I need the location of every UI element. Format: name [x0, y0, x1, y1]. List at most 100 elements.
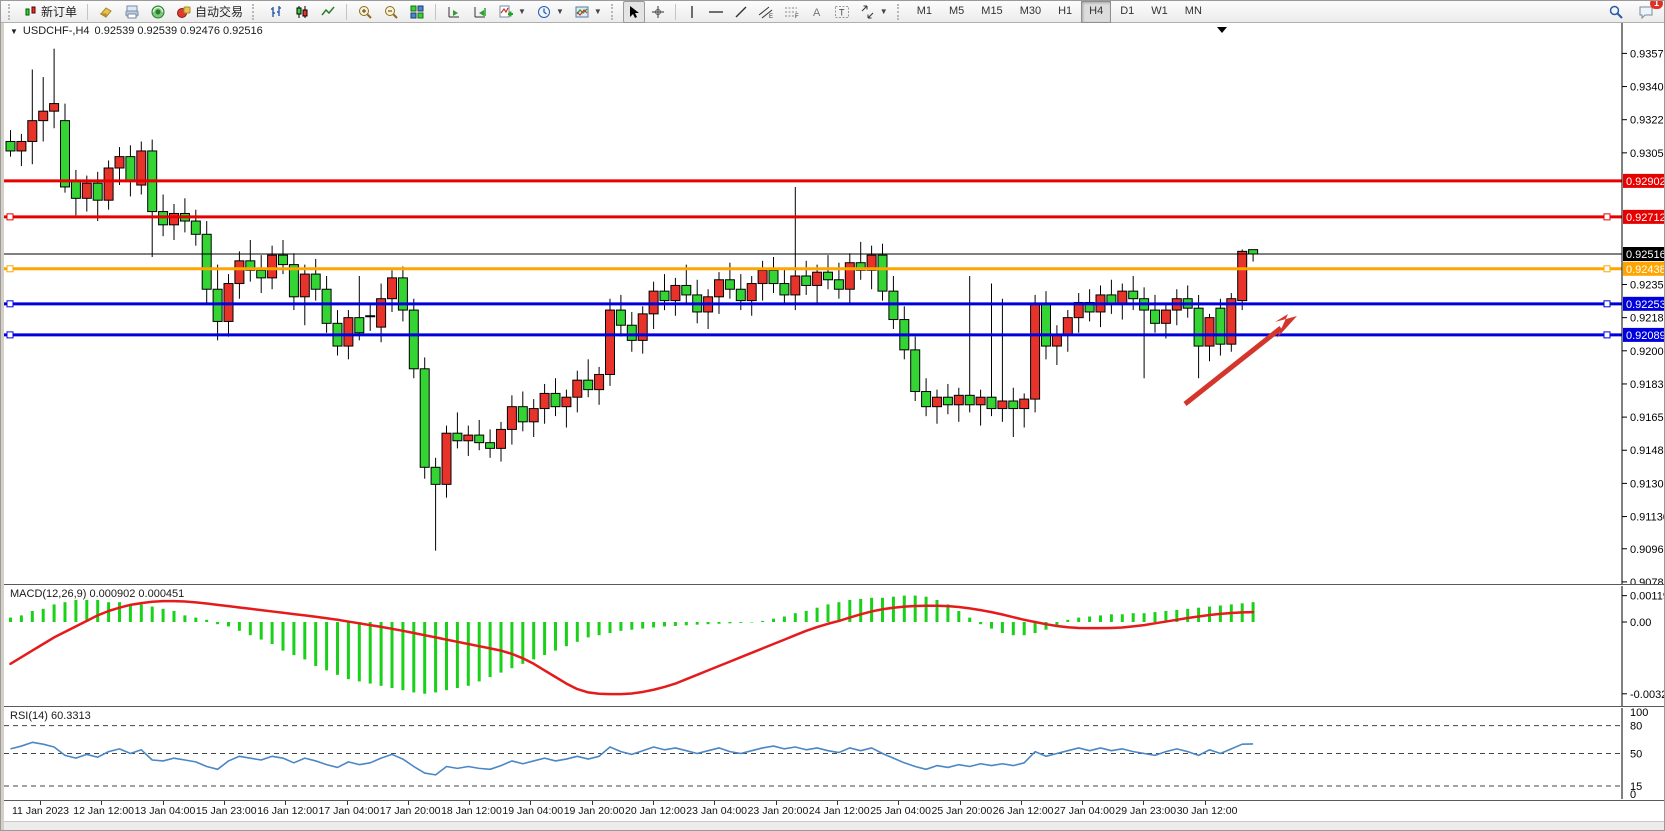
candle-body[interactable]: [354, 317, 365, 334]
candle-body[interactable]: [670, 284, 681, 302]
timeframe-button-mn[interactable]: MN: [1184, 4, 1202, 17]
candle-body[interactable]: [942, 396, 953, 406]
candle-body[interactable]: [49, 103, 60, 112]
candle-body[interactable]: [452, 432, 463, 442]
candle-body[interactable]: [1128, 290, 1139, 300]
candle-body[interactable]: [801, 275, 812, 286]
candle-body[interactable]: [528, 408, 539, 423]
candle-body[interactable]: [594, 373, 605, 391]
data-window-button[interactable]: [120, 1, 144, 23]
candle-body[interactable]: [1237, 250, 1248, 302]
candle-body[interactable]: [605, 309, 615, 375]
price-chart-panel[interactable]: ▼ USDCHF-,H4 0.92539 0.92539 0.92476 0.9…: [4, 23, 1665, 585]
candle-body[interactable]: [1041, 303, 1051, 347]
candle-body[interactable]: [60, 120, 70, 188]
candle-body[interactable]: [190, 220, 201, 235]
candle-body[interactable]: [964, 394, 975, 406]
line-anchor[interactable]: [6, 331, 14, 339]
market-watch-button[interactable]: [94, 1, 118, 23]
candle-body[interactable]: [517, 406, 528, 423]
toolbar-grip[interactable]: [252, 3, 259, 20]
candle-body[interactable]: [866, 254, 877, 271]
cursor-button[interactable]: [622, 1, 645, 23]
candle-body[interactable]: [1215, 307, 1226, 345]
candle-body[interactable]: [724, 279, 735, 290]
candle-body[interactable]: [833, 279, 844, 290]
candle-body[interactable]: [114, 156, 125, 169]
arrows-button[interactable]: ▼: [856, 1, 892, 23]
vertical-line-button[interactable]: [682, 1, 702, 23]
candle-body[interactable]: [681, 284, 692, 296]
candle-body[interactable]: [81, 182, 92, 199]
timeframe-button-h1[interactable]: H1: [1058, 4, 1073, 17]
text-label-button[interactable]: T: [830, 1, 854, 23]
timeframe-button-d1[interactable]: D1: [1120, 4, 1135, 17]
candle-body[interactable]: [136, 150, 147, 186]
toolbar-grip[interactable]: [896, 3, 904, 20]
line-anchor[interactable]: [6, 265, 14, 273]
periods-button[interactable]: ▼: [532, 1, 568, 23]
candle-body[interactable]: [997, 400, 1008, 410]
candle-body[interactable]: [1193, 307, 1204, 347]
new-order-button[interactable]: 新订单: [20, 1, 81, 23]
candle-body[interactable]: [256, 269, 267, 279]
horizontal-line-button[interactable]: [704, 1, 728, 23]
candle-body[interactable]: [659, 290, 670, 302]
candle-body[interactable]: [496, 428, 506, 449]
notifications-button[interactable]: 1: [1634, 1, 1663, 23]
toolbar-grip[interactable]: [8, 3, 15, 20]
candle-body[interactable]: [321, 288, 332, 324]
candle-body[interactable]: [714, 279, 724, 298]
candle-body[interactable]: [1030, 303, 1041, 400]
chart-shift-marker-icon[interactable]: [1217, 27, 1227, 33]
timeframe-button-m5[interactable]: M5: [949, 4, 965, 17]
candle-body[interactable]: [539, 392, 550, 410]
candle-body[interactable]: [877, 254, 888, 292]
candle-body[interactable]: [463, 434, 474, 442]
candle-body[interactable]: [953, 394, 964, 406]
candle-body[interactable]: [910, 349, 921, 393]
candle-body[interactable]: [779, 283, 790, 296]
candle-body[interactable]: [1204, 317, 1215, 347]
bar-chart-button[interactable]: [264, 1, 288, 23]
candle-body[interactable]: [169, 212, 179, 226]
candle-body[interactable]: [888, 290, 899, 321]
rsi-panel[interactable]: RSI(14) 60.3313 100 80 50 15 0: [4, 708, 1665, 801]
candle-body[interactable]: [921, 391, 932, 408]
search-button[interactable]: [1604, 1, 1628, 23]
fibonacci-button[interactable]: F: [780, 1, 804, 23]
candle-body[interactable]: [932, 396, 942, 408]
candle-body[interactable]: [615, 309, 626, 326]
timeframe-button-w1[interactable]: W1: [1151, 4, 1168, 17]
candle-body[interactable]: [485, 442, 496, 449]
candle-body[interactable]: [310, 273, 321, 290]
candle-body[interactable]: [27, 120, 38, 142]
candle-body[interactable]: [626, 324, 637, 341]
timeframe-button-h4[interactable]: H4: [1081, 1, 1112, 23]
timeframe-button-m1[interactable]: M1: [916, 4, 932, 17]
candle-body[interactable]: [92, 182, 103, 201]
toolbar-grip[interactable]: [610, 3, 618, 20]
equidistant-channel-button[interactable]: E: [754, 1, 778, 23]
chart-menu-icon[interactable]: ▼: [10, 26, 18, 36]
candle-body[interactable]: [212, 288, 223, 322]
candle-body[interactable]: [735, 288, 746, 302]
trend-arrow-line[interactable]: [1183, 326, 1283, 406]
timeframe-button-m30[interactable]: M30: [1019, 4, 1042, 17]
trendline-button[interactable]: [730, 1, 752, 23]
candle-body[interactable]: [637, 313, 648, 341]
candle-body[interactable]: [506, 406, 517, 430]
candle-body[interactable]: [1051, 334, 1062, 347]
rsi-chart[interactable]: 100 80 50 150: [4, 708, 1665, 799]
macd-panel[interactable]: MACD(12,26,9) 0.000902 0.000451 0.001197…: [4, 586, 1664, 707]
chart-shift-button[interactable]: [468, 1, 492, 23]
candle-body[interactable]: [387, 277, 397, 300]
candle-body[interactable]: [561, 396, 572, 408]
candle-body[interactable]: [16, 140, 27, 152]
candle-body[interactable]: [343, 317, 354, 347]
candle-body[interactable]: [1062, 317, 1073, 336]
candle-body[interactable]: [1150, 309, 1160, 324]
candle-body[interactable]: [986, 396, 997, 410]
text-button[interactable]: A: [806, 1, 828, 23]
